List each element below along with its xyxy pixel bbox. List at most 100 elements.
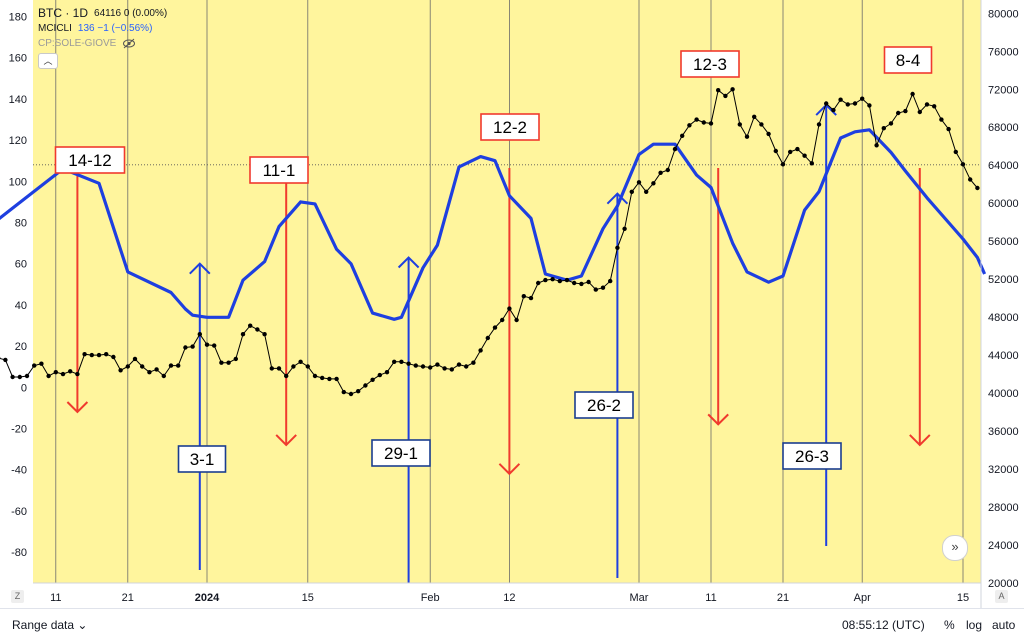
- btc-point: [522, 294, 526, 298]
- btc-point: [61, 372, 65, 376]
- right-y-tick-label: 28000: [988, 502, 1019, 514]
- left-y-tick-label: -60: [11, 506, 27, 518]
- btc-point: [500, 318, 504, 322]
- right-y-tick-label: 52000: [988, 274, 1019, 286]
- btc-point: [97, 353, 101, 357]
- btc-point: [601, 286, 605, 290]
- right-y-tick-label: 36000: [988, 426, 1019, 438]
- right-y-tick-label: 40000: [988, 388, 1019, 400]
- btc-point: [637, 180, 641, 184]
- btc-point: [18, 375, 22, 379]
- cp-label: CP:SOLE-GIOVE: [38, 36, 116, 51]
- range-data-button[interactable]: Range data ⌄: [12, 618, 87, 632]
- scroll-to-realtime-button[interactable]: »: [942, 535, 968, 561]
- btc-point: [82, 352, 86, 356]
- double-chevron-right-icon: »: [951, 539, 958, 554]
- legend-collapse-button[interactable]: ︿: [38, 53, 58, 69]
- utc-time: 08:55:12 (UTC): [842, 618, 925, 632]
- right-y-tick-label: 60000: [988, 198, 1019, 210]
- chevron-up-icon: ︿: [43, 56, 52, 66]
- btc-point: [46, 374, 50, 378]
- btc-point: [550, 277, 554, 281]
- btc-point: [882, 126, 886, 130]
- plot-background: [33, 0, 981, 583]
- chart-footer: Range data ⌄ 08:55:12 (UTC) % log auto: [0, 608, 1024, 641]
- btc-point: [39, 362, 43, 366]
- btc-point: [781, 162, 785, 166]
- auto-scale-corner-button[interactable]: A: [995, 590, 1008, 603]
- btc-point: [939, 117, 943, 121]
- btc-point: [25, 374, 29, 378]
- btc-point: [536, 281, 540, 285]
- percent-toggle[interactable]: %: [944, 618, 955, 632]
- btc-point: [658, 171, 662, 175]
- btc-point: [277, 366, 281, 370]
- btc-point: [910, 92, 914, 96]
- btc-point: [709, 121, 713, 125]
- right-y-tick-label: 80000: [988, 8, 1019, 20]
- btc-point: [817, 122, 821, 126]
- right-y-tick-label: 20000: [988, 578, 1019, 590]
- btc-point: [795, 147, 799, 151]
- btc-point: [298, 360, 302, 364]
- btc-point: [529, 296, 533, 300]
- btc-point: [954, 150, 958, 154]
- price-value: 64116 0 (0.00%): [94, 6, 167, 21]
- btc-point: [349, 392, 353, 396]
- btc-point: [673, 147, 677, 151]
- x-tick-label: Apr: [854, 592, 871, 604]
- annotation-label-box: 14-12: [56, 147, 125, 173]
- log-toggle[interactable]: log: [966, 618, 982, 632]
- btc-point: [802, 154, 806, 158]
- btc-point: [946, 127, 950, 131]
- btc-point: [507, 306, 511, 310]
- right-y-tick-label: 76000: [988, 46, 1019, 58]
- btc-point: [169, 363, 173, 367]
- right-y-tick-label: 68000: [988, 122, 1019, 134]
- btc-point: [918, 110, 922, 114]
- btc-point: [291, 364, 295, 368]
- left-y-tick-label: 140: [9, 94, 27, 106]
- annotation-label-box: 29-1: [372, 440, 430, 466]
- btc-point: [471, 361, 475, 365]
- btc-point: [860, 97, 864, 101]
- btc-point: [702, 120, 706, 124]
- legend-indicator-row[interactable]: MCICLI 136 −1 (−0.56%): [38, 21, 167, 36]
- annotation-label-text: 29-1: [384, 444, 418, 463]
- btc-point: [788, 150, 792, 154]
- btc-point: [752, 115, 756, 119]
- btc-point: [932, 104, 936, 108]
- btc-point: [255, 327, 259, 331]
- auto-toggle[interactable]: auto: [992, 618, 1015, 632]
- right-y-tick-label: 56000: [988, 236, 1019, 248]
- btc-point: [212, 343, 216, 347]
- btc-point: [126, 364, 130, 368]
- btc-point: [968, 177, 972, 181]
- btc-point: [104, 352, 108, 356]
- legend-symbol-row[interactable]: BTC · 1D 64116 0 (0.00%): [38, 6, 167, 21]
- left-y-tick-label: 80: [15, 217, 27, 229]
- btc-point: [313, 374, 317, 378]
- annotation-label-text: 26-2: [587, 396, 621, 415]
- btc-point: [147, 370, 151, 374]
- legend-cp-row[interactable]: CP:SOLE-GIOVE: [38, 36, 167, 51]
- btc-point: [745, 135, 749, 139]
- zoom-corner-button[interactable]: Z: [11, 590, 24, 603]
- annotation-label-box: 26-3: [783, 443, 841, 469]
- btc-point: [478, 348, 482, 352]
- btc-point: [356, 389, 360, 393]
- btc-point: [284, 374, 288, 378]
- eye-off-icon[interactable]: [122, 38, 136, 49]
- btc-point: [198, 332, 202, 336]
- annotation-label-text: 14-12: [68, 151, 111, 170]
- btc-point: [622, 227, 626, 231]
- right-y-tick-label: 64000: [988, 160, 1019, 172]
- annotation-label-box: 26-2: [575, 392, 633, 418]
- btc-point: [414, 363, 418, 367]
- btc-point: [630, 190, 634, 194]
- btc-point: [889, 121, 893, 125]
- left-y-tick-label: 160: [9, 53, 27, 65]
- btc-point: [111, 355, 115, 359]
- btc-point: [406, 362, 410, 366]
